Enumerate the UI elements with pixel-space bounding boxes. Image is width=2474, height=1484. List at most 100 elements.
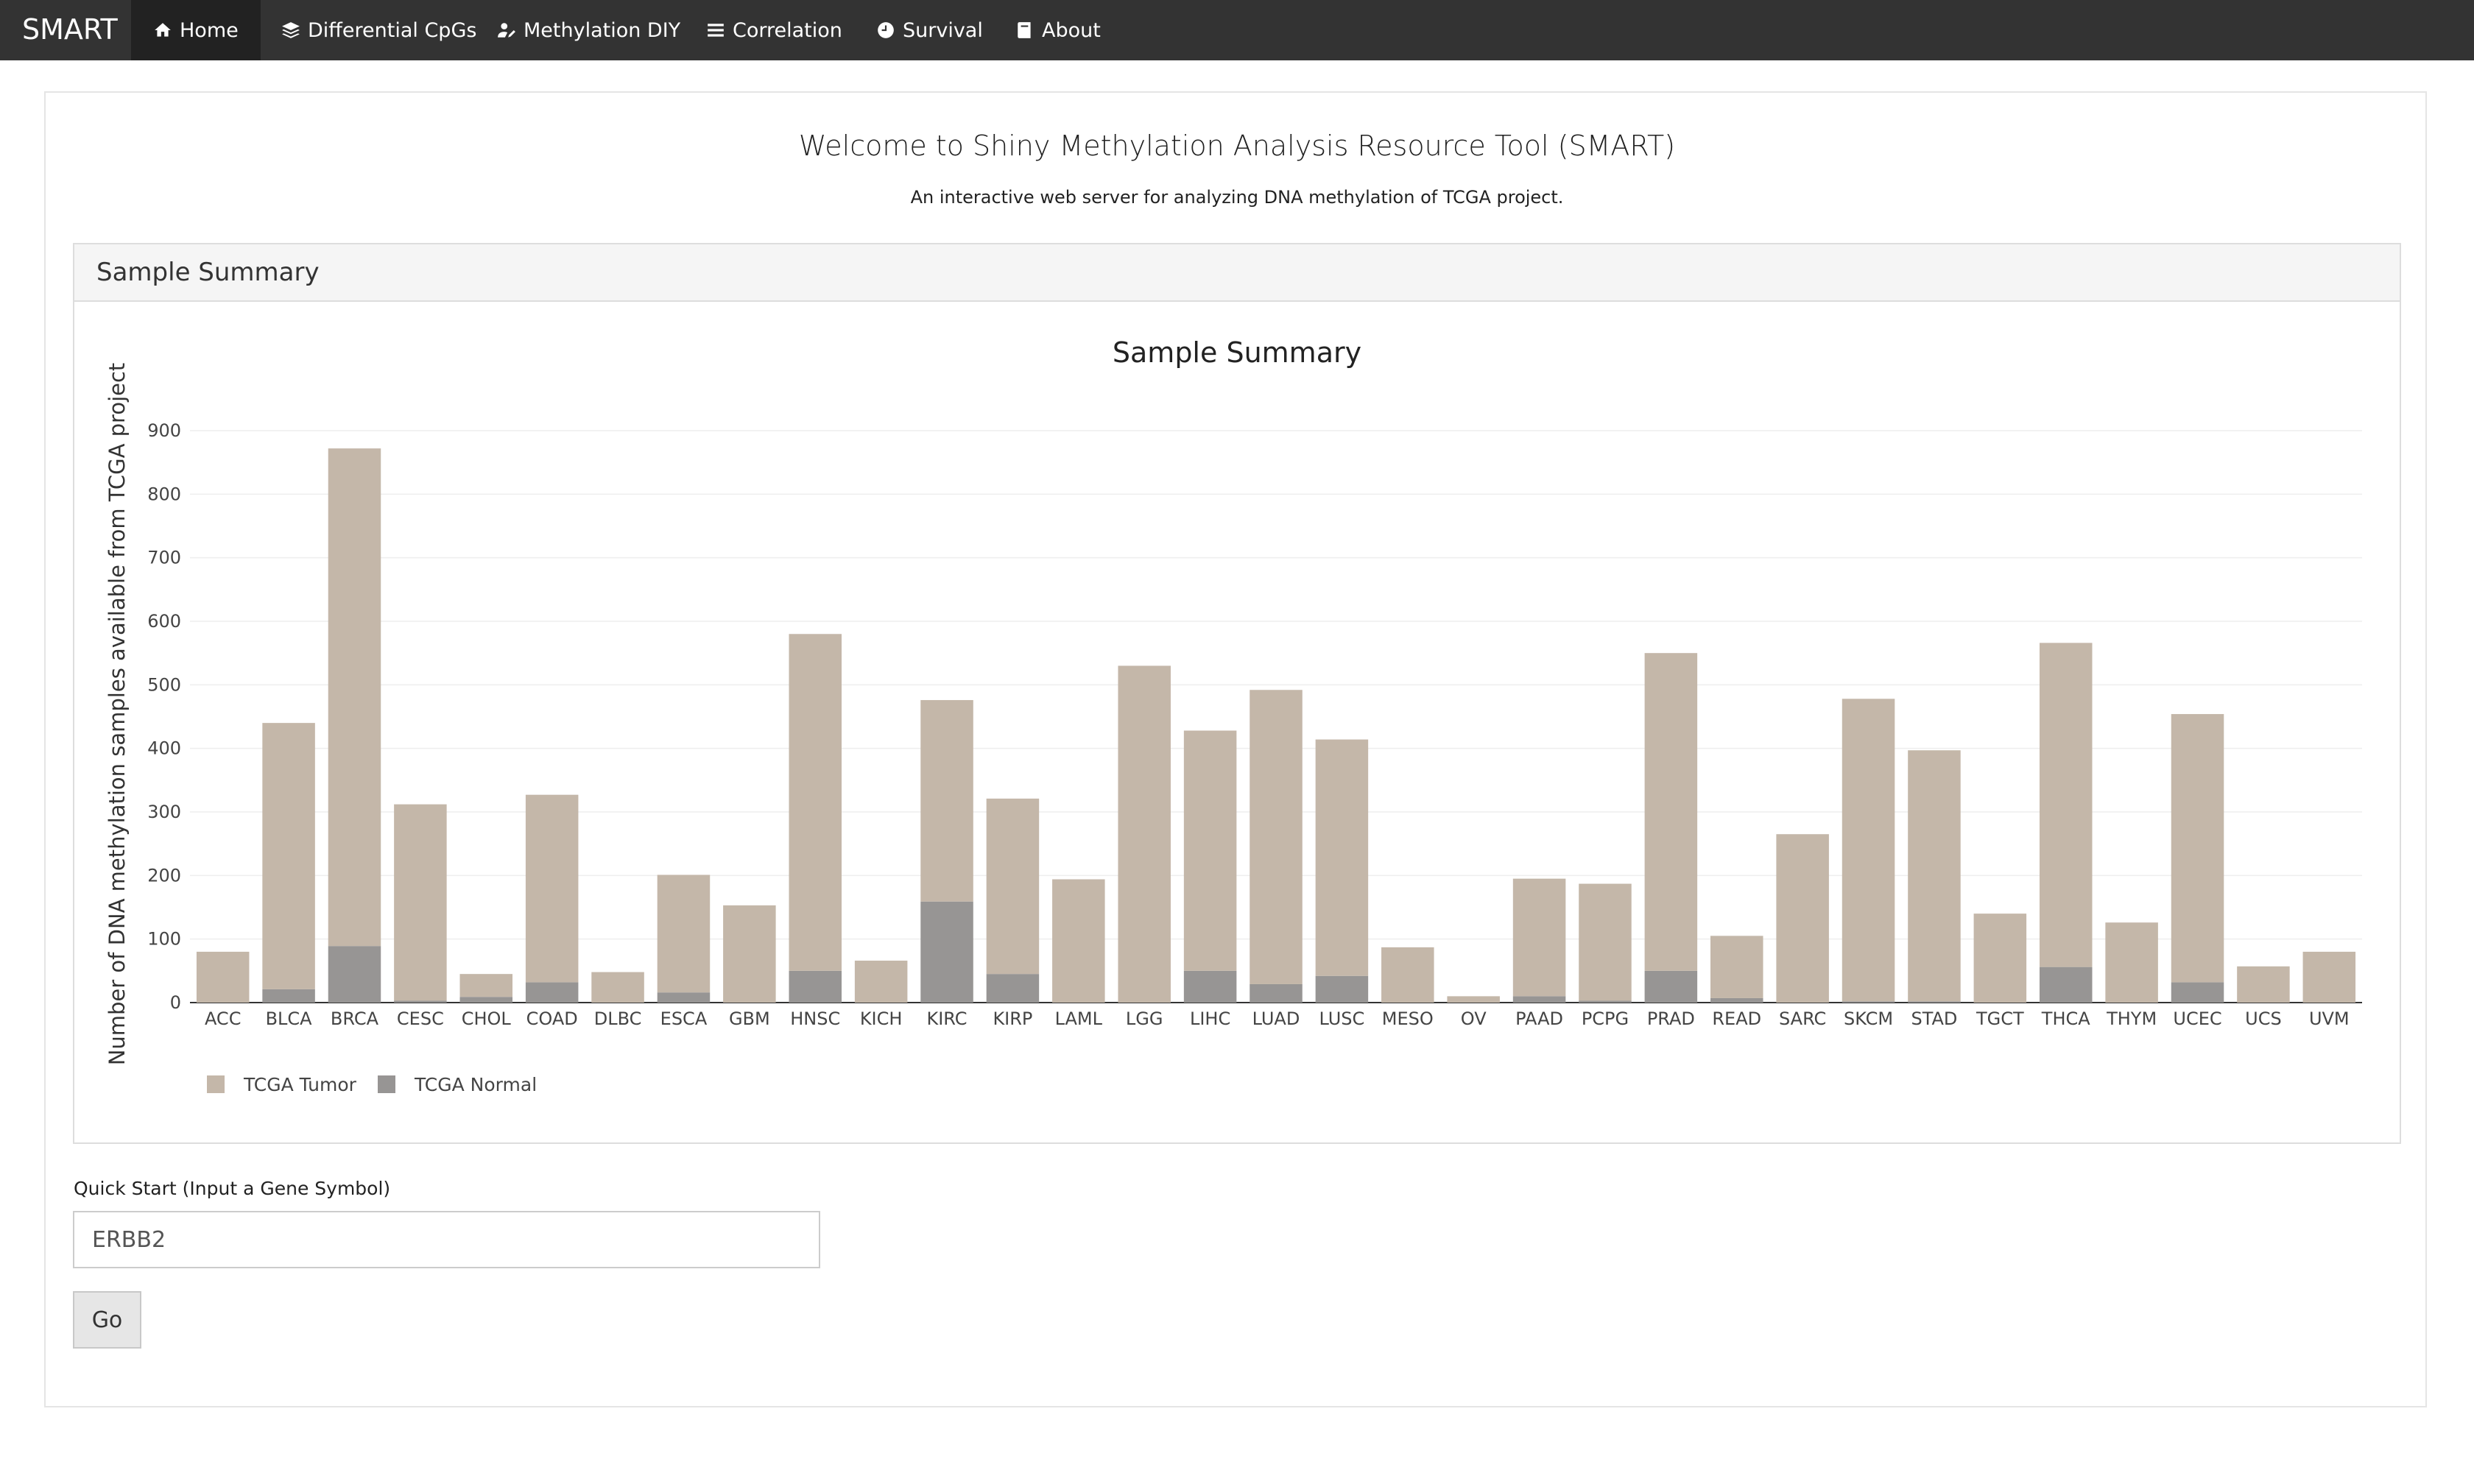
bar-tumor-acc[interactable]: [196, 951, 250, 1003]
bar-tumor-meso[interactable]: [1381, 947, 1434, 1003]
x-tick-label: LIHC: [1190, 1008, 1230, 1029]
x-tick-label: ESCA: [660, 1008, 708, 1029]
navbar: SMART Home Differential CpGs Methylation…: [0, 0, 2474, 60]
bar-tumor-laml[interactable]: [1052, 879, 1105, 1003]
bar-tumor-sarc[interactable]: [1776, 834, 1829, 1003]
bar-tumor-thym[interactable]: [2105, 922, 2158, 1003]
bar-tumor-dlbc[interactable]: [591, 972, 644, 1003]
bar-tumor-uvm[interactable]: [2302, 951, 2356, 1003]
bar-normal-kirc[interactable]: [920, 901, 973, 1003]
y-tick-label: 900: [147, 420, 181, 441]
bar-tumor-gbm[interactable]: [723, 905, 776, 1003]
nav-about[interactable]: About: [1015, 0, 1101, 60]
bar-tumor-pcpg[interactable]: [1579, 883, 1632, 1001]
book-icon: [1018, 22, 1031, 38]
bar-normal-read[interactable]: [1710, 997, 1763, 1003]
legend-item-normal[interactable]: TCGA Normal: [378, 1074, 537, 1095]
bar-tumor-read[interactable]: [1710, 936, 1763, 998]
bar-normal-luad[interactable]: [1250, 983, 1303, 1003]
legend-swatch: [207, 1075, 225, 1093]
x-tick-label: GBM: [729, 1008, 770, 1029]
nav-correlation[interactable]: Correlation: [706, 0, 842, 60]
bar-normal-cesc[interactable]: [394, 1000, 447, 1003]
bar-normal-chol[interactable]: [459, 997, 513, 1003]
bar-normal-coad[interactable]: [525, 982, 579, 1003]
bar-tumor-hnsc[interactable]: [789, 634, 842, 971]
bar-tumor-ucs[interactable]: [2237, 966, 2290, 1003]
x-tick-label: PCPG: [1582, 1008, 1629, 1029]
legend-label: TCGA Tumor: [243, 1074, 357, 1095]
bar-tumor-prad[interactable]: [1644, 653, 1698, 971]
bar-normal-kirp[interactable]: [986, 974, 1040, 1003]
sample-summary-chart: Sample Summary Number of DNA methylation…: [105, 336, 2362, 1095]
bar-tumor-ucec[interactable]: [2171, 714, 2224, 983]
x-tick-label: LUSC: [1319, 1008, 1365, 1029]
legend-swatch: [378, 1075, 395, 1093]
y-tick-label: 800: [147, 484, 181, 504]
home-icon: [155, 23, 171, 37]
x-tick-label: SKCM: [1844, 1008, 1893, 1029]
bar-normal-prad[interactable]: [1644, 970, 1698, 1003]
nav-differential-cpgs[interactable]: Differential CpGs: [281, 0, 476, 60]
page-subtitle: An interactive web server for analyzing …: [910, 187, 1564, 208]
bar-normal-paad[interactable]: [1512, 996, 1566, 1003]
legend-item-tumor[interactable]: TCGA Tumor: [207, 1074, 357, 1095]
x-tick-label: COAD: [526, 1008, 578, 1029]
bar-tumor-luad[interactable]: [1250, 690, 1303, 984]
bar-tumor-skcm[interactable]: [1842, 699, 1895, 1002]
y-tick-label: 300: [147, 802, 181, 822]
x-tick-label: CESC: [397, 1008, 444, 1029]
go-button[interactable]: Go: [73, 1291, 141, 1349]
bar-normal-esca[interactable]: [657, 992, 711, 1003]
bar-normal-lusc[interactable]: [1315, 975, 1369, 1003]
bar-tumor-paad[interactable]: [1512, 878, 1566, 997]
x-tick-label: SARC: [1779, 1008, 1826, 1029]
nav-methylation-diy-label: Methylation DIY: [524, 18, 681, 42]
bar-normal-skcm[interactable]: [1842, 1001, 1895, 1003]
bar-tumor-esca[interactable]: [657, 875, 711, 993]
bar-normal-lihc[interactable]: [1183, 970, 1237, 1003]
bar-normal-pcpg[interactable]: [1579, 1000, 1632, 1003]
x-tick-label: OV: [1461, 1008, 1487, 1029]
x-tick-label: TGCT: [1976, 1008, 2024, 1029]
bar-normal-stad[interactable]: [1908, 1001, 1961, 1003]
x-tick-label: ACC: [205, 1008, 242, 1029]
bar-tumor-brca[interactable]: [328, 448, 381, 947]
y-tick-label: 700: [147, 548, 181, 568]
x-tick-label: KICH: [860, 1008, 903, 1029]
y-axis-label: Number of DNA methylation samples availa…: [105, 363, 130, 1066]
bar-tumor-kirc[interactable]: [920, 700, 973, 902]
bar-tumor-kich[interactable]: [854, 961, 908, 1003]
nav-survival-label: Survival: [903, 18, 983, 42]
bar-normal-hnsc[interactable]: [789, 970, 842, 1003]
bar-tumor-tgct[interactable]: [1973, 914, 2027, 1003]
bar-tumor-coad[interactable]: [525, 794, 579, 983]
nav-methylation-diy[interactable]: Methylation DIY: [497, 0, 680, 60]
bar-normal-brca[interactable]: [328, 946, 381, 1003]
brand-logo[interactable]: SMART: [22, 13, 118, 46]
nav-home[interactable]: Home: [131, 0, 261, 60]
nav-survival[interactable]: Survival: [876, 0, 983, 60]
x-tick-label: PRAD: [1647, 1008, 1695, 1029]
bars-icon: [708, 24, 724, 37]
x-tick-label: LGG: [1126, 1008, 1163, 1029]
bar-tumor-cesc[interactable]: [394, 804, 447, 1001]
bar-normal-thca[interactable]: [2039, 967, 2093, 1003]
bar-tumor-ov[interactable]: [1447, 996, 1500, 1003]
bar-tumor-thca[interactable]: [2039, 643, 2093, 967]
x-tick-label: LUAD: [1252, 1008, 1300, 1029]
bar-tumor-lusc[interactable]: [1315, 739, 1369, 976]
y-tick-label: 100: [147, 929, 181, 950]
bar-normal-blca[interactable]: [262, 989, 315, 1003]
bar-tumor-lihc[interactable]: [1183, 730, 1237, 971]
bar-tumor-lgg[interactable]: [1118, 665, 1171, 1003]
page-title: Welcome to Shiny Methylation Analysis Re…: [798, 130, 1676, 162]
gene-symbol-input[interactable]: [73, 1211, 820, 1268]
legend-label: TCGA Normal: [414, 1074, 537, 1095]
bar-tumor-blca[interactable]: [262, 723, 315, 989]
bar-tumor-chol[interactable]: [459, 974, 513, 997]
bar-normal-ucec[interactable]: [2171, 982, 2224, 1003]
nav-home-label: Home: [180, 18, 239, 42]
bar-tumor-kirp[interactable]: [986, 798, 1040, 975]
bar-tumor-stad[interactable]: [1908, 750, 1961, 1002]
